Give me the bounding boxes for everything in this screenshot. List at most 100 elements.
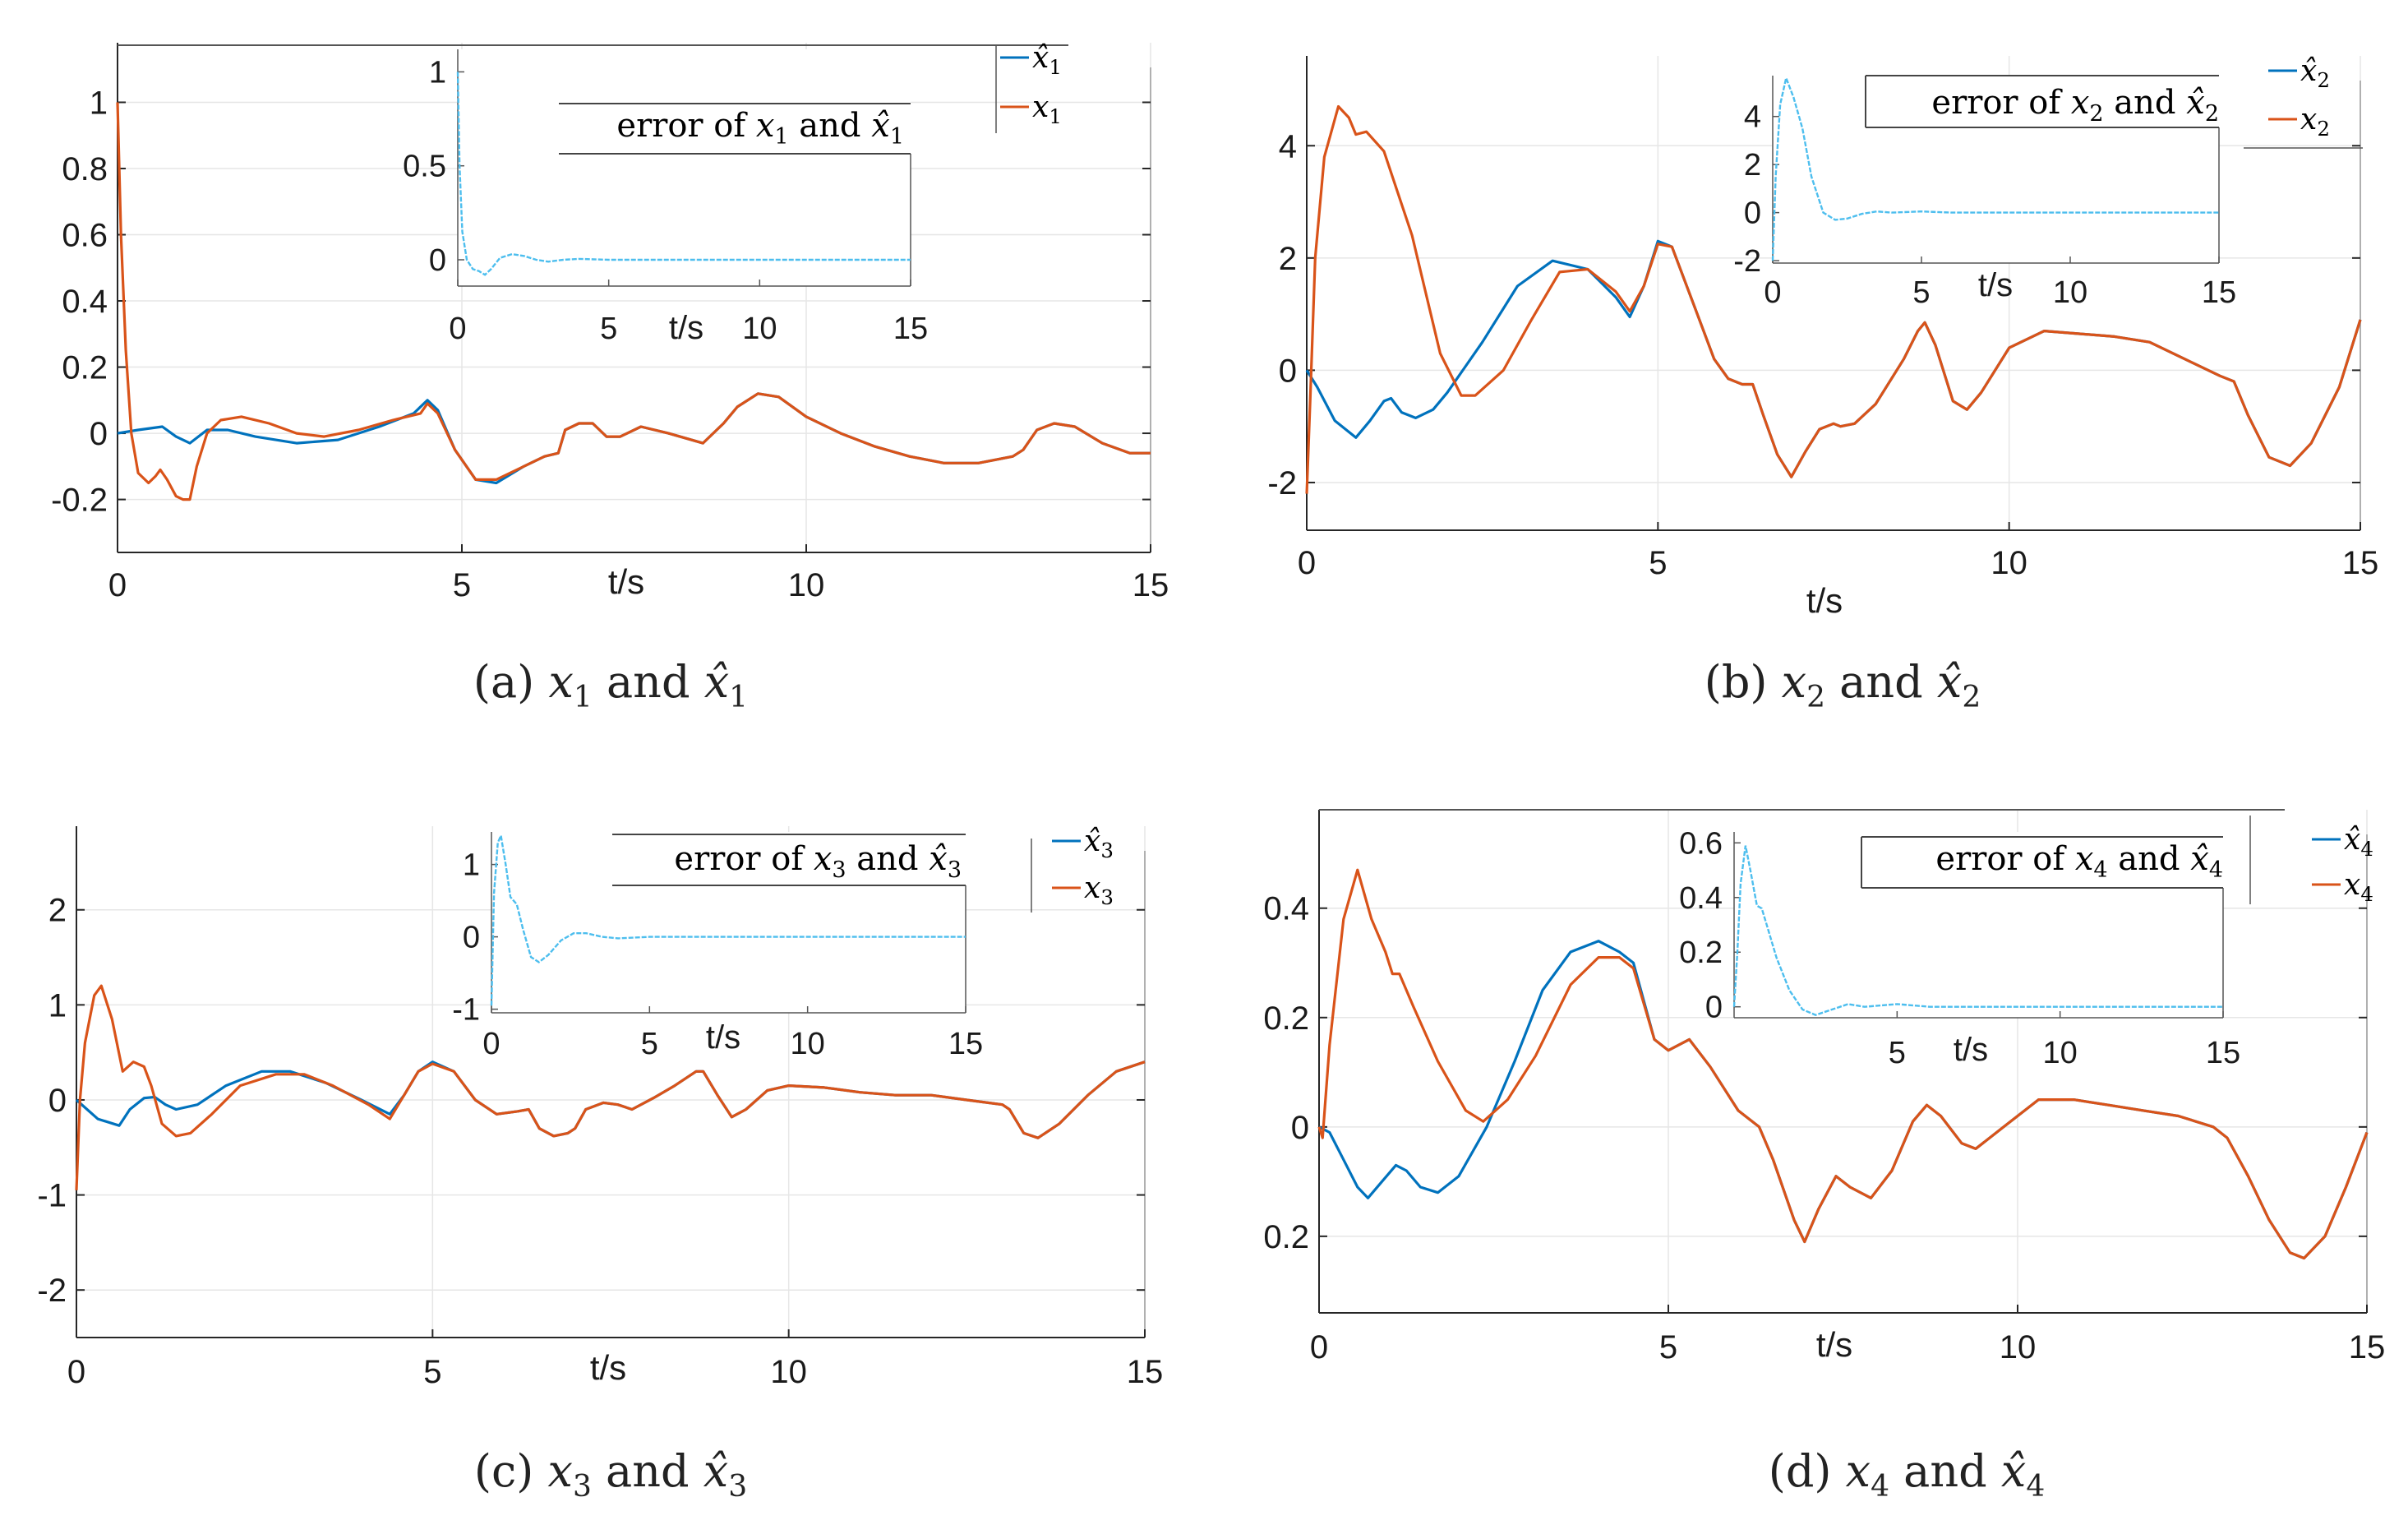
y-tick-label: 0.4 bbox=[1263, 891, 1309, 927]
x-tick-label: 15 bbox=[1132, 567, 1169, 603]
x-axis-label: t/s bbox=[608, 562, 644, 601]
inset-x-tick-label: 0 bbox=[449, 312, 466, 346]
caption-hat-var: x̂ bbox=[703, 1445, 728, 1497]
inset-y-tick-label: 4 bbox=[1744, 100, 1761, 135]
caption-sub: 1 bbox=[574, 681, 593, 714]
inset-title: error of x1 and x̂1 bbox=[616, 107, 904, 150]
caption-gap1 bbox=[1767, 656, 1781, 708]
caption-hat-sub: 4 bbox=[2026, 1470, 2045, 1504]
x-tick-label: 15 bbox=[2342, 545, 2379, 581]
inset-title-and: and bbox=[2108, 840, 2191, 878]
inset-title-sub2: 1 bbox=[890, 124, 904, 150]
caption-var: x bbox=[547, 1445, 572, 1497]
legend-label-estimate-var: x̂ bbox=[2344, 823, 2360, 857]
caption-hat-sub: 3 bbox=[728, 1470, 747, 1504]
y-tick-label: 0 bbox=[1291, 1110, 1309, 1146]
inset-y-tick-label: 0 bbox=[1744, 196, 1761, 231]
legend-label-state-sub: 2 bbox=[2317, 117, 2330, 141]
y-tick-label: 0 bbox=[1279, 353, 1297, 389]
inset-x-tick-label: 10 bbox=[2043, 1036, 2078, 1070]
y-tick-label: 1 bbox=[90, 85, 108, 121]
inset-x-axis-label: t/s bbox=[1978, 267, 2013, 303]
caption-sub: 4 bbox=[1871, 1470, 1889, 1504]
y-tick-label: -2 bbox=[1267, 465, 1297, 501]
x-tick-label: 10 bbox=[770, 1354, 807, 1390]
inset-x-tick-label: 5 bbox=[641, 1027, 658, 1061]
inset-title-var2: x̂ bbox=[929, 840, 948, 878]
y-tick-label: 0 bbox=[48, 1083, 67, 1119]
inset-title-sub2: 3 bbox=[948, 857, 962, 883]
y-tick-label: -0.2 bbox=[51, 483, 108, 519]
inset-y-tick-label: 0 bbox=[1705, 991, 1723, 1025]
inset-y-tick-label: 0 bbox=[463, 921, 480, 955]
inset-title: error of x3 and x̂3 bbox=[674, 840, 962, 883]
y-tick-label: -2 bbox=[37, 1273, 67, 1309]
inset-title-and: and bbox=[2104, 84, 2187, 122]
legend-label-estimate-sub: 1 bbox=[1049, 55, 1062, 79]
inset-error-line bbox=[1732, 845, 2223, 1016]
inset-x-tick-label: 5 bbox=[1912, 275, 1930, 310]
x-tick-label: 5 bbox=[423, 1354, 441, 1390]
y-tick-label: 0.4 bbox=[62, 284, 108, 320]
y-tick-label: 1 bbox=[48, 987, 67, 1023]
inset-title-prefix: error of bbox=[616, 107, 748, 145]
inset-y-tick-label: 0.5 bbox=[403, 150, 446, 184]
inset-title-space bbox=[2060, 84, 2071, 122]
caption-sub: 2 bbox=[1806, 681, 1825, 714]
caption-and: and bbox=[1825, 656, 1937, 708]
legend-label-state-sub: 3 bbox=[1100, 885, 1114, 909]
caption-gap1 bbox=[533, 1445, 547, 1497]
inset-x-tick-label: 15 bbox=[893, 312, 928, 346]
y-tick-label: 0.2 bbox=[1263, 1000, 1309, 1037]
inset-title-space bbox=[745, 107, 756, 145]
caption-var: x bbox=[1846, 1445, 1871, 1497]
inset-y-tick-label: 2 bbox=[1744, 148, 1761, 183]
x-tick-label: 15 bbox=[1127, 1354, 1164, 1390]
inset-title-var1: x bbox=[2071, 84, 2090, 122]
legend-label-estimate-sub: 2 bbox=[2317, 68, 2330, 92]
inset-x-axis-label: t/s bbox=[669, 310, 703, 346]
caption-sub: 3 bbox=[573, 1470, 592, 1504]
inset-y-tick-label: 1 bbox=[429, 55, 446, 90]
x-tick-label: 10 bbox=[788, 567, 825, 603]
inset-x-tick-label: 5 bbox=[1889, 1036, 1906, 1070]
panel-caption-d: (d) x4 and x̂4 bbox=[1769, 1445, 2046, 1504]
panel-caption-b: (b) x2 and x̂2 bbox=[1705, 656, 1981, 714]
caption-and: and bbox=[592, 1445, 703, 1497]
inset-background bbox=[491, 832, 966, 1013]
legend-label-state: x4 bbox=[2344, 868, 2373, 906]
inset-title-prefix: error of bbox=[674, 840, 805, 878]
inset-y-tick-label: 0.4 bbox=[1679, 881, 1723, 916]
y-tick-label: 0.2 bbox=[1263, 1219, 1309, 1255]
inset-y-tick-label: -1 bbox=[452, 993, 480, 1028]
legend-label-state: x3 bbox=[1084, 871, 1114, 909]
legend-label-estimate-var: x̂ bbox=[1032, 41, 1049, 75]
legend-label-state-var: x bbox=[2344, 868, 2360, 902]
inset-x-tick-label: 0 bbox=[482, 1027, 500, 1061]
caption-and: and bbox=[593, 656, 704, 708]
caption-gap1 bbox=[534, 656, 548, 708]
caption-hat-var: x̂ bbox=[2001, 1445, 2026, 1497]
legend-label-estimate: x̂2 bbox=[2300, 54, 2330, 92]
inset-x-tick-label: 15 bbox=[2206, 1036, 2240, 1070]
x-tick-label: 5 bbox=[453, 567, 471, 603]
inset-error-line bbox=[1771, 74, 2219, 261]
inset-title-var1: x bbox=[756, 107, 775, 145]
inset-y-tick-label: 0.2 bbox=[1679, 936, 1723, 970]
legend-label-estimate: x̂1 bbox=[1032, 41, 1062, 79]
legend-label-state-var: x bbox=[1032, 90, 1049, 124]
inset-title-space bbox=[2064, 840, 2075, 878]
caption-hat-sub: 1 bbox=[729, 681, 748, 714]
inset-title-prefix: error of bbox=[1935, 840, 2067, 878]
series-line-state bbox=[1305, 104, 2362, 494]
x-tick-label: 0 bbox=[1310, 1329, 1328, 1365]
x-tick-label: 5 bbox=[1659, 1329, 1677, 1365]
chart-panel-d: 0 5 10 15 0.4 0.2 0 0.2 t/s 0.6 0.4 0.2 0 5 10 15 t/s err… bbox=[1263, 809, 2385, 1504]
inset-title-var2: x̂ bbox=[2186, 84, 2205, 122]
y-tick-label: 0.6 bbox=[62, 218, 108, 254]
inset-x-tick-label: 5 bbox=[600, 312, 617, 346]
